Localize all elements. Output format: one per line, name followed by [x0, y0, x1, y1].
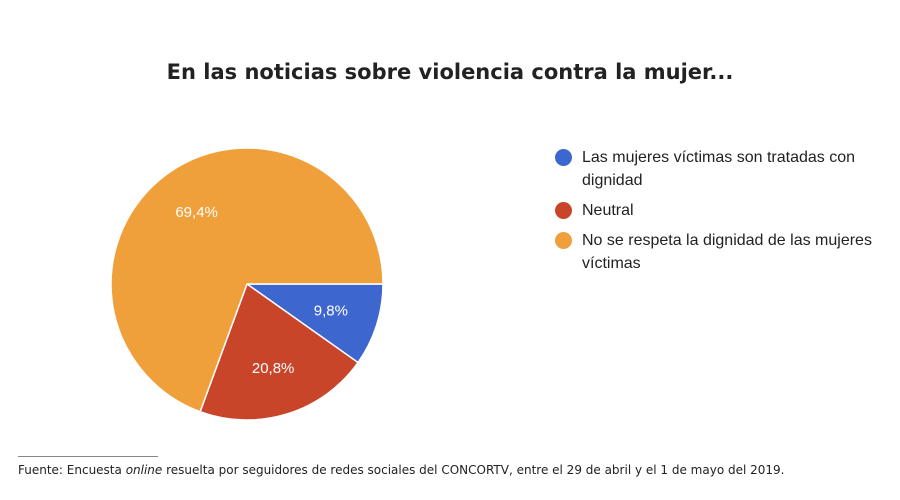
legend-swatch-no-respeta: [555, 232, 572, 249]
pie-label-neutral: 20,8%: [252, 360, 295, 377]
pie-slice-dignidad: [244, 283, 384, 364]
pie-label-no-respeta: 69,4%: [175, 204, 218, 221]
source-suffix: resuelta por seguidores de redes sociale…: [162, 463, 785, 477]
source-note: Fuente: Encuesta online resuelta por seg…: [18, 463, 784, 477]
pie-label-dignidad: 9,8%: [314, 303, 348, 320]
chart-title: En las noticias sobre violencia contra l…: [166, 60, 734, 84]
source-italic: online: [125, 463, 163, 477]
source-prefix: Fuente: Encuesta: [18, 463, 126, 477]
legend-label-no-respeta: No se respeta la dignidad de las mujeres…: [582, 232, 872, 272]
footnote-divider: [18, 456, 158, 457]
pie-slice-neutral: [199, 282, 360, 421]
legend-item-neutral: Neutral: [555, 199, 885, 222]
pie-slice-no-respeta: [110, 147, 384, 413]
legend-item-no-respeta: No se respeta la dignidad de las mujeres…: [555, 229, 885, 275]
legend: Las mujeres víctimas son tratadas con di…: [555, 146, 885, 282]
legend-swatch-neutral: [555, 202, 572, 219]
legend-item-dignidad: Las mujeres víctimas son tratadas con di…: [555, 146, 885, 192]
legend-label-dignidad: Las mujeres víctimas son tratadas con di…: [582, 149, 856, 189]
legend-swatch-dignidad: [555, 149, 572, 166]
legend-label-neutral: Neutral: [582, 202, 634, 219]
